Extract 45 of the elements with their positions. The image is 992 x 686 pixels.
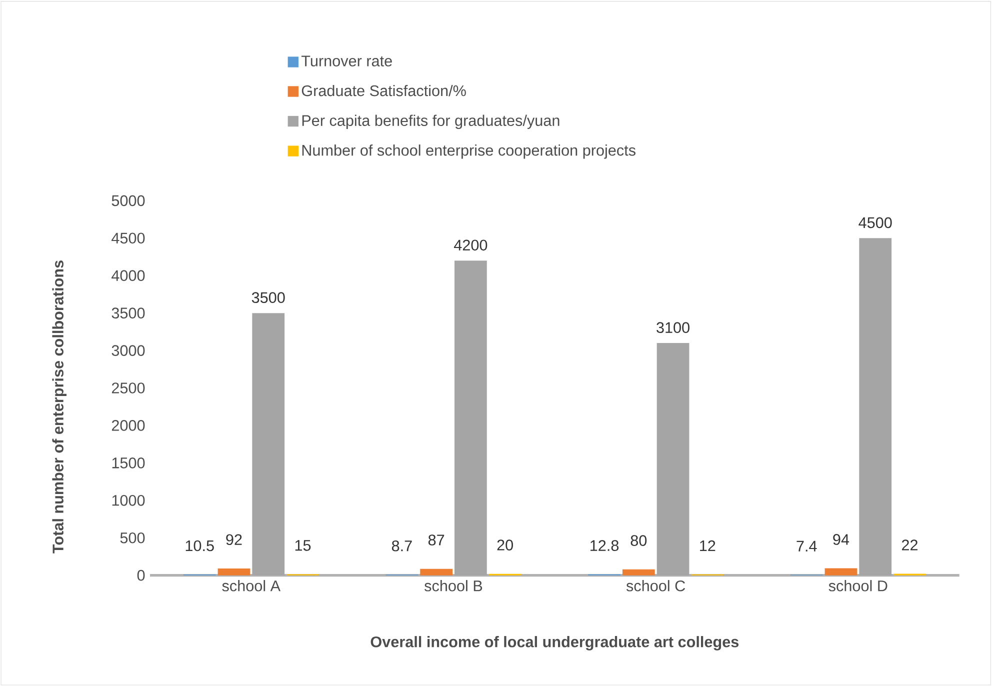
data-label: 3100 bbox=[656, 322, 690, 333]
x-tick-label: school D bbox=[828, 580, 888, 592]
x-tick-label: school C bbox=[626, 580, 686, 592]
data-label: 12.8 bbox=[590, 540, 619, 551]
x-tick-label: school B bbox=[424, 580, 482, 592]
y-tick-label: 1000 bbox=[112, 494, 145, 506]
y-tick-label: 4000 bbox=[112, 270, 145, 282]
y-tick-label: 1500 bbox=[112, 458, 145, 468]
bar bbox=[454, 260, 487, 576]
data-label: 87 bbox=[428, 534, 444, 546]
x-axis-title: Overall income of local undergraduate art colleges bbox=[370, 636, 739, 650]
data-label: 15 bbox=[295, 540, 311, 551]
data-label: 7.4 bbox=[796, 540, 817, 552]
y-tick-label: 2000 bbox=[112, 420, 145, 431]
data-label: 10.5 bbox=[186, 540, 214, 552]
y-tick-label: 2500 bbox=[112, 382, 145, 394]
data-label: 12 bbox=[700, 540, 716, 552]
y-axis-title: Total number of enterprise collborations bbox=[52, 260, 66, 554]
bar bbox=[824, 568, 858, 576]
bar bbox=[859, 238, 892, 576]
bar bbox=[622, 569, 655, 576]
y-tick-label: 0 bbox=[137, 570, 145, 581]
legend-label: Per capita benefits for graduates/yuan bbox=[302, 114, 560, 129]
data-label: 8.7 bbox=[392, 540, 412, 552]
data-label: 94 bbox=[833, 534, 850, 545]
data-label: 4500 bbox=[858, 217, 892, 228]
data-label: 20 bbox=[497, 540, 513, 550]
legend-label: Turnover rate bbox=[301, 56, 392, 66]
x-tick-label: school A bbox=[222, 580, 281, 592]
y-tick-label: 3500 bbox=[112, 308, 145, 318]
data-label: 4200 bbox=[454, 240, 488, 251]
bar bbox=[420, 568, 453, 576]
data-label: 92 bbox=[226, 534, 242, 546]
y-tick-label: 5000 bbox=[112, 195, 145, 206]
bar bbox=[252, 313, 285, 576]
legend-label: Graduate Satisfaction/% bbox=[302, 84, 466, 96]
legend-label: Number of school enterprise cooperation projects bbox=[302, 144, 636, 159]
y-tick-label: 500 bbox=[120, 532, 145, 544]
y-tick-label: 4500 bbox=[112, 232, 145, 244]
data-label: 3500 bbox=[252, 292, 285, 304]
bar bbox=[656, 343, 690, 576]
data-label: 80 bbox=[630, 535, 647, 546]
y-tick-label: 3000 bbox=[112, 345, 145, 356]
bar bbox=[218, 568, 250, 576]
data-label: 22 bbox=[902, 540, 918, 550]
